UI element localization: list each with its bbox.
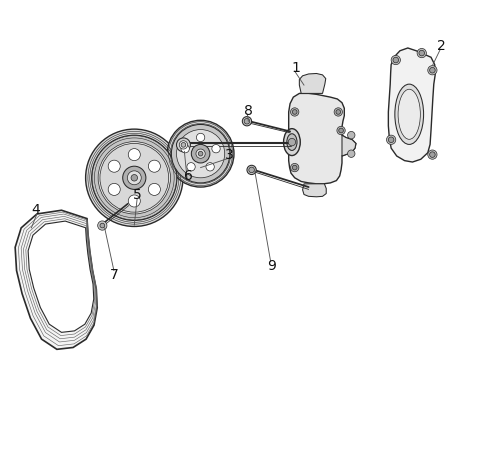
Circle shape: [167, 120, 234, 187]
Circle shape: [336, 110, 341, 114]
Text: 9: 9: [267, 259, 276, 273]
Circle shape: [249, 167, 254, 173]
Circle shape: [339, 128, 343, 133]
Circle shape: [123, 166, 146, 189]
Circle shape: [177, 130, 225, 178]
Circle shape: [247, 165, 256, 174]
Circle shape: [100, 143, 168, 212]
Circle shape: [196, 149, 205, 158]
Circle shape: [108, 160, 120, 172]
Text: 3: 3: [226, 147, 234, 162]
Text: 7: 7: [109, 268, 118, 282]
Circle shape: [206, 163, 214, 171]
Circle shape: [108, 183, 120, 195]
Circle shape: [177, 138, 191, 152]
Text: 4: 4: [32, 203, 40, 217]
Circle shape: [196, 133, 205, 142]
Circle shape: [131, 174, 138, 181]
Circle shape: [148, 160, 160, 172]
Text: 6: 6: [184, 169, 192, 183]
Circle shape: [128, 149, 140, 160]
Circle shape: [148, 183, 160, 195]
Circle shape: [127, 171, 141, 185]
Ellipse shape: [287, 134, 297, 151]
Circle shape: [244, 119, 250, 124]
Circle shape: [430, 67, 435, 73]
Polygon shape: [288, 93, 356, 184]
Polygon shape: [15, 210, 97, 349]
Polygon shape: [342, 135, 356, 156]
Circle shape: [428, 150, 437, 159]
Circle shape: [337, 126, 345, 135]
Circle shape: [181, 145, 189, 153]
Circle shape: [97, 221, 107, 230]
Text: 8: 8: [244, 104, 253, 118]
Polygon shape: [300, 73, 326, 93]
Circle shape: [242, 117, 252, 126]
Circle shape: [430, 152, 435, 157]
Circle shape: [171, 125, 230, 183]
Circle shape: [92, 135, 177, 220]
Text: 5: 5: [132, 188, 142, 202]
Ellipse shape: [284, 129, 300, 155]
Circle shape: [386, 135, 396, 145]
Polygon shape: [388, 48, 435, 162]
Circle shape: [100, 223, 105, 228]
Circle shape: [428, 66, 437, 75]
Circle shape: [419, 50, 424, 56]
Circle shape: [179, 141, 188, 149]
Circle shape: [181, 143, 186, 147]
Circle shape: [288, 139, 296, 146]
Circle shape: [212, 145, 220, 153]
Text: 1: 1: [291, 61, 300, 75]
Circle shape: [198, 152, 203, 156]
Polygon shape: [302, 184, 326, 197]
Circle shape: [292, 165, 297, 170]
Circle shape: [417, 48, 426, 58]
Circle shape: [128, 195, 140, 207]
Ellipse shape: [395, 84, 423, 145]
Circle shape: [290, 108, 299, 116]
Circle shape: [388, 137, 394, 143]
Circle shape: [348, 150, 355, 157]
Circle shape: [98, 142, 170, 214]
Circle shape: [187, 163, 195, 171]
Circle shape: [348, 132, 355, 139]
Text: 2: 2: [437, 39, 446, 53]
Ellipse shape: [398, 89, 420, 140]
Circle shape: [290, 163, 299, 172]
Circle shape: [85, 129, 183, 226]
Circle shape: [391, 55, 400, 65]
Circle shape: [334, 108, 342, 116]
Circle shape: [192, 145, 210, 163]
Polygon shape: [28, 221, 94, 332]
Circle shape: [292, 110, 297, 114]
Circle shape: [393, 57, 398, 63]
